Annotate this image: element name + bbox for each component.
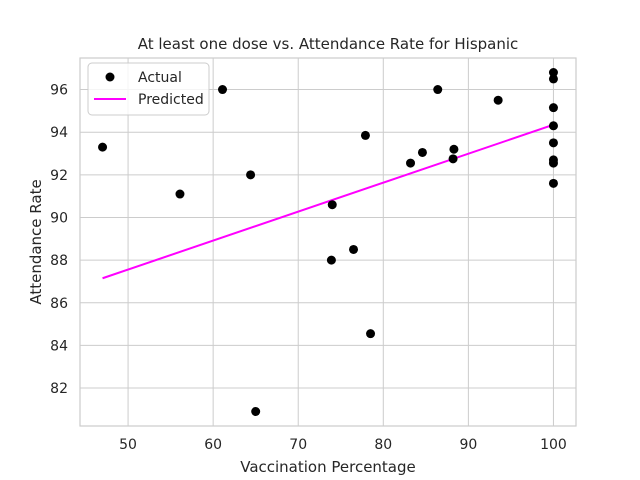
actual-point [349,244,359,254]
actual-point [493,95,503,105]
plot-area-frame [79,57,577,427]
actual-point [548,121,558,131]
x-tick-label: 70 [289,437,307,453]
actual-point [548,103,558,113]
actual-point [326,255,336,265]
actual-point [548,67,558,77]
chart-title: At least one dose vs. Attendance Rate fo… [138,35,519,53]
y-tick-label: 88 [50,253,68,269]
actual-point [246,170,256,180]
legend-label-actual: Actual [138,70,182,86]
predicted-series [102,123,554,280]
y-tick-label: 82 [50,381,68,397]
actual-point [406,158,416,168]
actual-point [548,178,558,188]
y-tick-label: 96 [50,83,68,99]
y-tick-label: 94 [50,125,68,141]
x-tick-label: 100 [540,437,567,453]
x-tick-label: 60 [204,437,222,453]
x-axis-label: Vaccination Percentage [240,458,416,476]
legend-box [87,62,210,116]
grid-lines [80,58,576,426]
plot-area-border [79,57,577,427]
actual-point [175,189,185,199]
y-tick-label: 90 [50,210,68,226]
y-tick-label: 84 [50,338,68,354]
actual-point [327,200,337,210]
actual-point [417,147,427,157]
actual-point [448,154,458,164]
y-tick-label: 86 [50,296,68,312]
x-tick-label: 80 [374,437,392,453]
y-axis-label: Attendance Rate [27,179,45,304]
actual-point [251,407,261,417]
legend-marker-actual [105,72,115,82]
actual-series [98,67,558,417]
x-axis-ticks: 50 60 70 80 90 100 [119,437,567,453]
x-tick-label: 50 [119,437,137,453]
actual-point [449,144,459,154]
actual-point [548,158,558,168]
actual-point [218,85,228,95]
legend-label-predicted: Predicted [138,92,204,108]
actual-point [98,142,108,152]
actual-point [433,85,443,95]
legend: Actual Predicted [87,62,210,116]
actual-point [366,329,376,339]
actual-point [548,74,558,84]
y-axis-ticks: 82 84 86 88 90 92 94 96 [50,83,68,397]
actual-point [548,138,558,148]
actual-point [360,130,370,140]
x-tick-label: 90 [459,437,477,453]
y-tick-label: 92 [50,168,68,184]
predicted-line [102,123,554,280]
